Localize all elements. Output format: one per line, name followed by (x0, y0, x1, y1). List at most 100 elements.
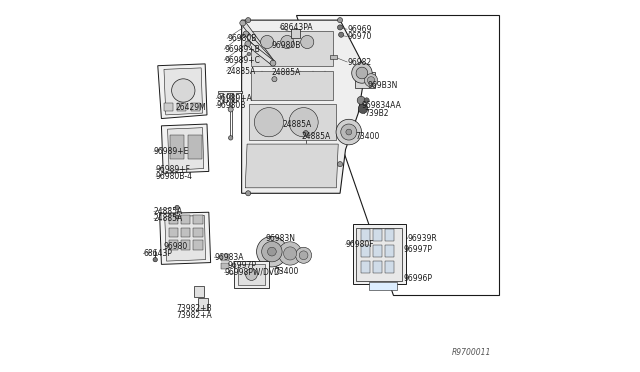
Bar (198, 298, 208, 310)
Bar (180, 228, 190, 237)
Bar (361, 245, 371, 257)
Text: 96983N: 96983N (266, 234, 295, 243)
Text: 96980B: 96980B (272, 41, 301, 50)
Text: 73982+B: 73982+B (176, 304, 212, 312)
Bar (191, 103, 200, 111)
Text: R9700011: R9700011 (452, 348, 492, 357)
Bar (369, 282, 397, 290)
Text: 24885A: 24885A (283, 119, 312, 128)
Text: 68643P: 68643P (143, 249, 172, 258)
Text: 96980F: 96980F (346, 240, 374, 249)
Circle shape (301, 35, 314, 49)
Text: 96996P: 96996P (404, 275, 433, 283)
Polygon shape (296, 15, 499, 295)
Text: 68643PA: 68643PA (280, 23, 314, 32)
Bar (221, 254, 229, 261)
Circle shape (172, 79, 195, 102)
Polygon shape (249, 104, 337, 141)
Polygon shape (159, 212, 211, 264)
Circle shape (260, 35, 274, 49)
Text: 96997P: 96997P (404, 245, 433, 254)
Circle shape (257, 236, 287, 267)
Text: 96980B: 96980B (216, 101, 246, 110)
Circle shape (364, 98, 369, 103)
Circle shape (272, 77, 277, 82)
Bar (193, 215, 203, 224)
Text: 24885A: 24885A (154, 214, 183, 223)
Bar (361, 229, 371, 241)
Text: 96998PW/DVD: 96998PW/DVD (225, 268, 280, 277)
Polygon shape (158, 64, 207, 119)
Text: 73982+A: 73982+A (176, 311, 212, 320)
Text: 96989+F: 96989+F (156, 165, 191, 174)
Circle shape (228, 107, 233, 112)
Polygon shape (218, 91, 242, 102)
Text: 96980B: 96980B (227, 34, 257, 43)
Text: 73400: 73400 (275, 267, 299, 276)
Bar (238, 264, 266, 285)
Text: 739B2: 739B2 (364, 109, 389, 118)
Bar (373, 245, 382, 257)
Circle shape (296, 247, 312, 263)
Circle shape (346, 129, 352, 135)
Circle shape (262, 241, 282, 262)
Bar (356, 228, 402, 281)
Bar (373, 229, 382, 241)
Bar (193, 228, 203, 237)
Bar (180, 215, 190, 224)
Polygon shape (164, 68, 203, 115)
Text: 24885A: 24885A (227, 67, 255, 76)
Text: 24885A: 24885A (154, 207, 183, 216)
Bar (361, 262, 371, 273)
Circle shape (337, 25, 342, 30)
Circle shape (300, 251, 308, 260)
Circle shape (364, 74, 378, 87)
Text: 96989+C: 96989+C (224, 56, 260, 65)
Text: 96970: 96970 (348, 32, 372, 41)
Circle shape (153, 257, 157, 262)
Bar (221, 263, 229, 269)
Circle shape (336, 119, 362, 145)
Bar (193, 240, 203, 250)
Circle shape (367, 77, 374, 84)
Text: 96980: 96980 (163, 242, 188, 251)
Polygon shape (245, 32, 275, 65)
Circle shape (268, 247, 276, 256)
Text: 73400: 73400 (356, 132, 380, 141)
Circle shape (246, 191, 251, 196)
Circle shape (247, 52, 251, 56)
Circle shape (357, 96, 365, 104)
Text: 96982: 96982 (348, 58, 371, 67)
Circle shape (337, 17, 342, 23)
Bar (170, 135, 184, 159)
Circle shape (246, 17, 251, 23)
Circle shape (175, 215, 179, 219)
Circle shape (289, 108, 318, 137)
Text: 96939R: 96939R (408, 234, 437, 243)
Polygon shape (164, 215, 205, 261)
Bar (169, 228, 178, 237)
Circle shape (228, 136, 233, 140)
Polygon shape (242, 20, 365, 193)
Circle shape (284, 247, 297, 260)
Bar (194, 286, 204, 297)
Polygon shape (251, 71, 333, 100)
Circle shape (303, 131, 308, 136)
Polygon shape (168, 128, 204, 170)
Circle shape (339, 32, 344, 37)
Circle shape (245, 41, 251, 47)
Text: 26429M: 26429M (176, 103, 207, 112)
Circle shape (337, 161, 342, 167)
Polygon shape (251, 31, 333, 66)
Bar (169, 240, 178, 250)
Text: 969B3N: 969B3N (367, 81, 398, 90)
Bar (373, 262, 382, 273)
Text: 24885A: 24885A (302, 132, 331, 141)
Text: 96969: 96969 (348, 25, 372, 34)
Bar (385, 245, 394, 257)
Text: 969834AA: 969834AA (362, 101, 402, 110)
Circle shape (356, 67, 368, 79)
Circle shape (243, 31, 249, 37)
Circle shape (280, 35, 294, 49)
Bar (177, 103, 186, 111)
